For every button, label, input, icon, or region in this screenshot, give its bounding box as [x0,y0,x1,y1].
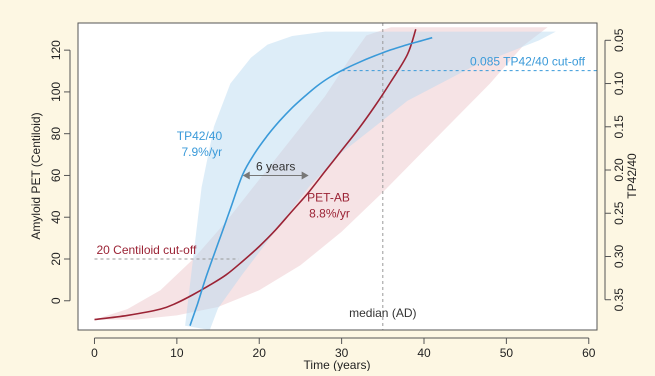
y-tick-label: 60 [49,168,63,182]
x-tick-label: 60 [582,346,596,360]
tp-label-line: TP42/40 [177,129,223,143]
y2-tick-label: 0.20 [612,158,626,182]
y-tick-label: 0 [49,297,63,304]
y2-tick-label: 0.10 [612,72,626,96]
y2-tick-label: 0.05 [612,28,626,52]
centiloid-cutoff-label: 20 Centiloid cut-off [96,243,197,257]
median-label: median (AD) [349,306,416,320]
confidence-bands [94,27,556,330]
y2-tick-label: 0.15 [612,115,626,139]
pet-band [94,27,548,320]
tp-cutoff-label: 0.085 TP42/40 cut-off [470,55,586,69]
x-axis: 0 10 20 30 40 50 60 [91,337,596,360]
y2-tick-label: 0.25 [612,201,626,225]
x-tick-label: 20 [253,346,267,360]
y-tick-label: 80 [49,127,63,141]
y2-tick-label: 0.30 [612,244,626,268]
series-lines [94,29,433,326]
interval-arrow-head-right [301,171,309,180]
y-tick-label: 100 [49,82,63,102]
annotations: 20 Centiloid cut-off 0.085 TP42/40 cut-of… [96,55,585,320]
guide-lines [94,23,597,330]
interval-label: 6 years [256,159,295,173]
y-tick-label: 40 [49,210,63,224]
plot-frame [77,22,598,331]
y-tick-label: 120 [49,40,63,60]
x-tick-label: 40 [417,346,431,360]
y-axis-title: Amyloid PET (Centiloid) [29,112,43,239]
x-axis-title: Time (years) [304,358,371,371]
plot-area [78,23,597,330]
tp-series-line [189,36,433,326]
pet-series-line [94,29,417,321]
tp-label-line: 7.9%/yr [181,145,222,159]
x-tick-label: 0 [91,346,98,360]
y2-tick-label: 0.35 [612,288,626,312]
interval-arrow-head-left [242,171,250,180]
pet-label-line: 8.8%/yr [309,207,350,221]
x-tick-label: 50 [500,346,514,360]
pet-label-line: PET-AB [307,191,350,205]
y-axis-left: 0 20 40 60 80 100 120 [49,40,71,304]
x-tick-label: 30 [335,346,349,360]
x-tick-label: 10 [170,346,184,360]
tp-band [185,31,556,330]
y2-axis-title: TP42/40 [625,153,639,199]
y-tick-label: 20 [49,252,63,266]
y-axis-right: 0.05 0.10 0.15 0.20 0.25 0.30 0.35 [604,28,626,312]
